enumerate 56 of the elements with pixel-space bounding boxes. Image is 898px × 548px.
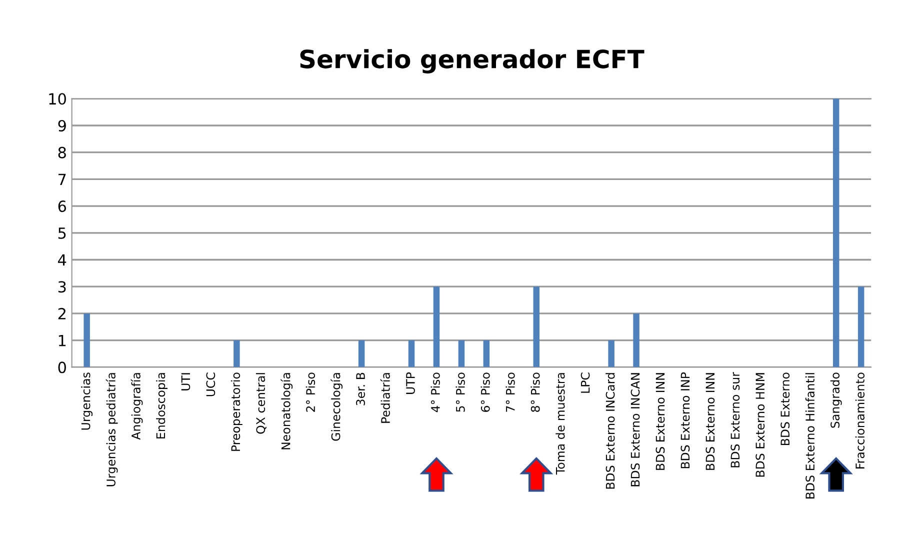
bar: [633, 313, 640, 368]
x-tick-label: 8° Piso: [530, 372, 540, 412]
x-tick-label: Neonatología: [280, 373, 293, 450]
x-tick-label: Urgencias pediatría: [106, 373, 118, 486]
x-tick-label: 3er. B: [356, 372, 365, 406]
x-tick-label: 7° Piso: [506, 372, 515, 412]
bar: [408, 340, 415, 368]
x-tick-label: BDS Externo INCard: [606, 373, 615, 489]
x-tick-label: Toma de muestra: [556, 373, 565, 475]
y-tick-label: 7: [58, 174, 66, 185]
x-tick-label: Pediatría: [380, 373, 390, 423]
y-tick-label: 4: [58, 254, 66, 266]
x-tick-label: Angiografía: [130, 373, 143, 440]
bar: [483, 340, 490, 368]
bar: [358, 340, 365, 368]
x-tick-label: 6° Piso: [480, 372, 490, 412]
bar: [458, 340, 465, 368]
y-tick-label: 9: [58, 120, 66, 132]
x-tick-label: 4° Piso: [430, 372, 440, 412]
y-tick-label: 5: [58, 228, 66, 239]
bar: [608, 340, 614, 368]
x-tick-label: 5° Piso: [456, 372, 465, 412]
y-tick-label: 6: [58, 200, 66, 212]
x-tick-label: Sangrado: [830, 372, 842, 428]
x-tick-label: QX central: [256, 373, 266, 434]
y-tick-label: 1: [58, 334, 66, 346]
x-tick-label: Urgencias: [81, 372, 93, 430]
bar: [433, 286, 440, 368]
x-tick-label: BDS Externo INCAN: [630, 373, 640, 486]
x-tick-label: Endoscopia: [156, 373, 168, 438]
bar: [858, 286, 864, 368]
bar: [84, 313, 90, 368]
x-tick-label: Preoperatorio: [230, 372, 242, 451]
x-tick-label: UTP: [406, 372, 415, 394]
x-tick-label: BDS Externo sur: [730, 372, 740, 468]
x-tick-label: Ginecología: [330, 373, 343, 441]
x-tick-label: LPC: [580, 372, 590, 393]
y-tick-label: 2: [58, 308, 66, 320]
x-tick-label: Fraccionamiento: [855, 372, 864, 468]
x-tick-label: 2° Piso: [306, 372, 316, 412]
y-tick-label: 0: [58, 362, 66, 374]
chart-title: Servicio generador ECFT: [300, 49, 644, 74]
bar: [234, 340, 240, 368]
bar: [832, 98, 840, 368]
x-tick-label: BDS Externo INN: [656, 373, 665, 470]
x-tick-label: BDS Externo: [780, 372, 790, 445]
x-tick-label: BDS Externo HNM: [756, 373, 765, 477]
y-tick-label: 8: [58, 146, 66, 158]
bar: [533, 286, 540, 368]
x-tick-label: BDS Externo Hinfantil: [805, 373, 815, 498]
x-tick-label: BDS Externo INN: [706, 373, 715, 470]
y-tick-label: 10: [49, 93, 66, 105]
x-tick-label: UTI: [181, 373, 190, 390]
x-tick-label: BDS Externo INP: [680, 372, 690, 468]
x-tick-label: UCC: [206, 372, 216, 396]
y-tick-label: 3: [58, 281, 66, 293]
